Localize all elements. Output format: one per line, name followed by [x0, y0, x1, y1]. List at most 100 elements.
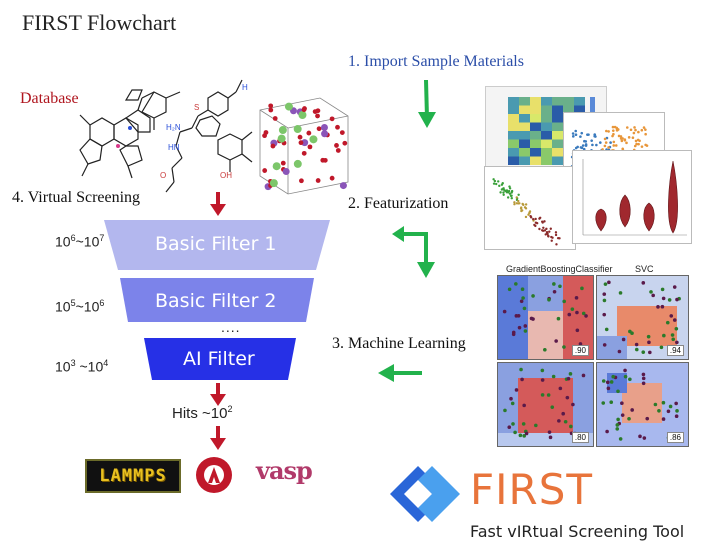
sample-point: [634, 347, 639, 352]
scatter-point: [518, 202, 521, 205]
heatmap-cell: [541, 148, 552, 157]
heatmap-cell: [508, 139, 519, 148]
sample-point: [507, 425, 512, 430]
sample-point: [672, 318, 677, 322]
sample-point: [558, 284, 562, 289]
heatmap-cell: [563, 105, 574, 114]
scatter-point: [555, 243, 558, 246]
scatter-point: [603, 144, 607, 148]
scatter-point: [571, 132, 575, 135]
scatter-point: [527, 213, 530, 216]
scatter-point: [519, 207, 523, 210]
sample-point: [601, 401, 606, 405]
sample-point: [566, 376, 571, 381]
heatmap-cell: [530, 97, 541, 106]
scatter-point: [554, 231, 558, 234]
scatter-point: [590, 139, 593, 142]
heatmap-cell: [530, 156, 541, 165]
sample-point: [606, 386, 611, 391]
scatter-point: [541, 221, 544, 224]
sample-point: [584, 314, 588, 318]
heatmap-cell: [541, 114, 552, 123]
atom: [282, 167, 290, 175]
sample-point: [660, 287, 665, 292]
sample-point: [668, 404, 673, 409]
scatter-point: [549, 227, 552, 230]
step-import-label: 1. Import Sample Materials: [348, 53, 524, 70]
sample-point: [578, 342, 583, 346]
scatter-point: [635, 142, 638, 146]
scatter-point: [619, 135, 623, 138]
arrow-import-down-icon: [418, 79, 436, 128]
atom: [339, 130, 345, 135]
sample-point: [620, 401, 624, 406]
scatter-distribution-thumbnail: [484, 166, 576, 250]
sample-point: [548, 435, 553, 440]
sample-point: [641, 376, 646, 381]
scatter-distribution-points: [492, 178, 561, 246]
sample-point: [627, 416, 631, 421]
scatter-point: [607, 146, 610, 149]
scatter-point: [581, 144, 585, 147]
sample-point: [523, 324, 528, 328]
scatter-point: [644, 128, 647, 131]
sample-point: [522, 403, 526, 408]
scatter-point: [631, 136, 635, 140]
sample-point: [567, 312, 572, 317]
sample-point: [642, 436, 647, 440]
sample-point: [511, 332, 516, 337]
sample-point: [602, 312, 607, 317]
heatmap-cell: [519, 156, 530, 165]
atom: [315, 113, 320, 119]
scatter-point: [513, 201, 516, 204]
atom: [262, 133, 267, 139]
scatter-point: [574, 133, 578, 137]
atom: [268, 107, 274, 113]
heatmap-cell: [552, 131, 563, 140]
sample-point: [557, 419, 561, 423]
molecule-illustrations: S H₂N HN O OH H: [79, 79, 349, 195]
scatter-point: [529, 216, 533, 219]
first-logo-text: FIRST: [470, 465, 594, 514]
scatter-point: [584, 144, 588, 147]
atom: [320, 157, 326, 163]
basic-filter-2-label: Basic Filter 2: [155, 290, 277, 312]
sample-point: [509, 396, 513, 401]
atom: [306, 130, 312, 136]
molecule-peptide-icon: [165, 79, 253, 193]
sample-point: [609, 400, 614, 404]
atom: [272, 116, 278, 121]
scatter-point: [579, 135, 582, 138]
scatter-point: [634, 128, 637, 132]
scatter-point: [620, 139, 624, 143]
svg-text:HN: HN: [168, 143, 180, 152]
sample-point: [521, 422, 526, 426]
scatter-point: [576, 145, 579, 149]
scatter-point: [582, 147, 586, 151]
scatter-point: [595, 143, 598, 147]
sample-point: [531, 294, 535, 298]
scatter-point: [627, 136, 631, 139]
atom: [335, 148, 341, 153]
scatter-point: [640, 128, 644, 132]
sample-point: [675, 297, 679, 302]
sample-point: [574, 296, 579, 300]
heatmap-cell: [541, 97, 552, 106]
scatter-point: [497, 180, 500, 183]
atom: [269, 179, 278, 188]
heatmap-cell: [552, 148, 563, 157]
scatter-point: [583, 139, 586, 143]
sample-point: [581, 311, 586, 316]
sample-point: [524, 431, 529, 436]
atom: [272, 162, 281, 171]
sample-point: [616, 417, 620, 422]
heatmap-cell: [530, 105, 541, 114]
scatter-point: [515, 196, 518, 199]
scatter-point: [502, 188, 505, 191]
sample-point: [674, 401, 678, 406]
scatter-point: [640, 145, 644, 148]
atom: [293, 125, 302, 134]
sample-point: [621, 337, 626, 342]
scatter-point: [579, 146, 583, 149]
scatter-point: [492, 182, 496, 185]
